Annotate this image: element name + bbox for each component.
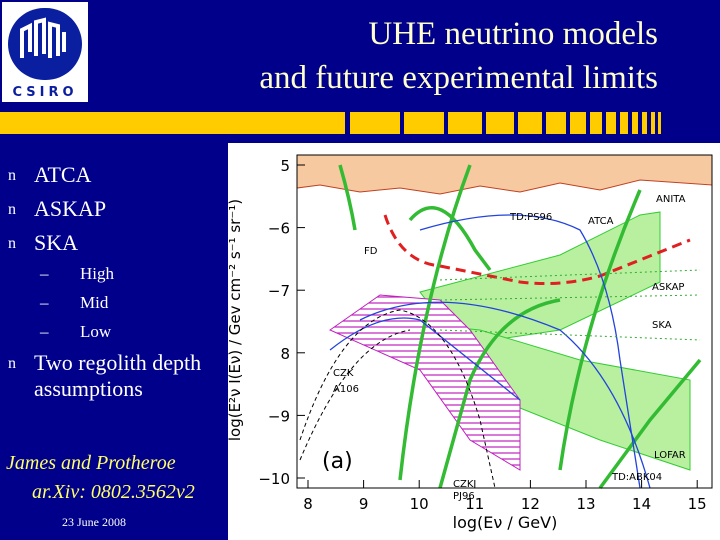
citation: ar.Xiv: 0802.3562v2 <box>32 481 195 503</box>
bullet-text: ASKAP <box>34 196 107 221</box>
curve-label: LOFAR <box>654 450 686 461</box>
curve-label: TD:PS96 <box>509 212 552 223</box>
title-bar <box>0 112 345 134</box>
curve-label: ASKAP <box>652 282 684 293</box>
y-tick-label: 5 <box>280 157 290 175</box>
y-tick-label: 8 <box>280 345 290 363</box>
sub-marker: – <box>40 264 49 283</box>
y-tick-label: −6 <box>268 220 290 238</box>
bullet-text: Two regolith depth assumptions <box>34 350 202 401</box>
y-axis-label: log(E²ν I(Eν) / Gev cm⁻² s⁻¹ sr⁻¹) <box>228 199 244 441</box>
footer-date: 23 June 2008 <box>62 515 126 529</box>
bullet-marker: n <box>8 355 16 372</box>
figure: 5 −6 −7 8 −9 −10 8 9 10 11 12 13 14 15 ANITA TD:PS96 ATC… <box>228 143 720 540</box>
blue-curves <box>329 214 651 489</box>
curve-label: A106 <box>333 384 359 395</box>
bullet-text: SKA <box>34 230 79 255</box>
title-line: UHE neutrino models <box>368 16 658 52</box>
bullet-text: ATCA <box>34 162 92 187</box>
logo-text: CSIRO <box>12 85 77 100</box>
title-line: and future experimental limits <box>259 60 658 96</box>
sub-marker: – <box>40 293 49 312</box>
curve-label: ATCA <box>588 216 614 227</box>
bar-blocks <box>350 112 661 134</box>
axis-ticks: 5 −6 −7 8 −9 −10 8 9 10 11 12 13 14 15 ANITA TD:PS96 ATC… <box>258 157 706 513</box>
x-tick-label: 11 <box>465 495 484 513</box>
anita-region <box>296 154 713 195</box>
curve-label: CZK <box>453 479 474 490</box>
x-tick-label: 9 <box>359 495 369 513</box>
x-tick-label: 8 <box>303 495 313 513</box>
panel-label: (a) <box>322 449 353 474</box>
sub-bullet-text: Low <box>80 322 112 341</box>
bullet-marker: n <box>8 167 16 184</box>
sub-marker: – <box>40 322 49 341</box>
x-tick-label: 12 <box>521 495 540 513</box>
citation: James and Protheroe <box>6 452 176 474</box>
dotted-limits <box>439 269 701 341</box>
x-axis-label: log(Eν / GeV) <box>453 513 558 532</box>
bullet-marker: n <box>8 235 16 252</box>
curve-label: TD:ABK04 <box>611 472 662 483</box>
y-tick-label: −9 <box>268 407 290 425</box>
x-tick-label: 10 <box>410 495 429 513</box>
sub-bullet-text: Mid <box>80 293 109 312</box>
sub-bullet-text: High <box>80 264 114 283</box>
bullet-marker: n <box>8 201 16 218</box>
plot-frame <box>296 154 713 489</box>
black-curves <box>299 309 496 489</box>
curve-label: SKA <box>652 320 672 331</box>
y-tick-label: −10 <box>258 470 290 488</box>
logo-mark <box>20 17 66 58</box>
curve-label: FD <box>364 246 378 257</box>
y-tick-label: −7 <box>268 282 290 300</box>
curve-label: PJ96 <box>453 491 475 502</box>
fd-curve <box>383 214 691 286</box>
x-tick-label: 15 <box>688 495 707 513</box>
curve-label: ANITA <box>656 194 686 205</box>
model-curves <box>338 164 702 490</box>
x-tick-label: 13 <box>576 495 595 513</box>
curve-label: CZK <box>333 368 354 379</box>
x-tick-label: 14 <box>632 495 651 513</box>
